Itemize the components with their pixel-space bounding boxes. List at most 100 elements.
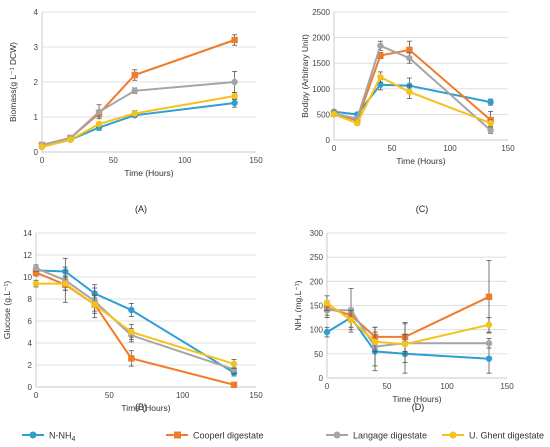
chart-panel-1: 0 500 1000 1500 2000 2500 0 50 100 150 Time (Hours…	[300, 8, 515, 214]
y-tick-label: 1500	[312, 59, 330, 68]
data-point	[406, 88, 413, 96]
y-tick-label: 14	[23, 229, 32, 238]
data-point	[128, 306, 135, 314]
data-point	[38, 143, 46, 150]
y-tick-label: 150	[310, 302, 324, 311]
x-tick-label: 50	[109, 156, 118, 165]
y-axis-label: Bodipy (Arbitrary Unit)	[300, 34, 310, 118]
x-tick-label: 150	[500, 382, 514, 391]
y-axis-label: NH₄ (mg.L⁻¹)	[293, 280, 303, 330]
data-point	[406, 54, 413, 62]
data-point	[406, 46, 413, 54]
legend-marker	[174, 431, 181, 439]
y-tick-label: 4	[28, 339, 33, 348]
x-tick-label: 150	[249, 156, 263, 165]
data-point	[32, 269, 40, 276]
panel-label: (D)	[412, 402, 425, 412]
series-cooperl-digestate	[323, 260, 493, 352]
series-line	[41, 39, 235, 146]
legend-label-subscript: 4	[72, 436, 76, 443]
data-point	[131, 71, 138, 79]
data-point	[485, 355, 493, 362]
data-point	[95, 108, 103, 115]
chart-panel-2: 0 2 4 6 8 10 12 14 0 50 100 150 Time (Hours) Glucose …	[2, 229, 263, 413]
y-tick-label: 0	[28, 383, 33, 392]
x-tick-label: 100	[443, 144, 457, 153]
legend-item: Langage digestate	[326, 431, 427, 441]
series-u-ghent-digestate	[330, 71, 494, 127]
data-point	[230, 381, 238, 388]
x-tick-label: 100	[178, 156, 192, 165]
x-axis-label: Time (Hours)	[124, 168, 173, 178]
x-tick-label: 50	[105, 391, 114, 400]
y-tick-label: 100	[310, 326, 324, 335]
chart-panel-3: 0 50 100 150 200 250 300 0 50 100 150 Time (Hours) N…	[293, 229, 514, 412]
data-point	[231, 92, 238, 100]
x-tick-label: 150	[501, 144, 515, 153]
y-tick-label: 3	[34, 43, 39, 52]
x-tick-label: 0	[325, 382, 330, 391]
legend-label: N-NH4	[49, 431, 76, 444]
data-point	[323, 328, 331, 336]
series-u-ghent-digestate	[32, 276, 238, 369]
panel-label: (A)	[135, 204, 147, 214]
legend-marker	[449, 431, 457, 439]
data-point	[377, 42, 384, 49]
x-tick-label: 0	[332, 144, 337, 153]
data-point	[487, 98, 494, 106]
legend-label: Cooperl digestate	[193, 431, 264, 441]
y-tick-label: 1	[34, 113, 39, 122]
data-point	[67, 136, 74, 143]
y-tick-label: 2	[28, 361, 33, 370]
data-point	[323, 299, 331, 307]
x-tick-label: 50	[383, 382, 392, 391]
x-tick-label: 50	[388, 144, 397, 153]
legend-label: U. Ghent digestate	[469, 431, 544, 441]
y-tick-label: 250	[310, 253, 324, 262]
legend-label: Langage digestate	[353, 431, 427, 441]
panel-label: (C)	[416, 204, 429, 214]
data-point	[401, 340, 409, 348]
y-tick-label: 500	[317, 110, 331, 119]
data-point	[91, 301, 98, 308]
data-point	[354, 119, 361, 127]
series-langage-digestate	[38, 71, 238, 149]
series-langage-digestate	[330, 40, 494, 134]
y-axis-label: Glucose (g.L⁻¹)	[2, 281, 12, 340]
y-tick-label: 300	[310, 229, 324, 238]
y-tick-label: 200	[310, 277, 324, 286]
data-point	[32, 265, 40, 272]
series-u-ghent-digestate	[323, 295, 493, 355]
data-point	[62, 280, 69, 287]
x-axis-label: Time (Hours)	[396, 156, 445, 166]
data-point	[371, 338, 379, 345]
y-axis-label: Biomass(g L⁻¹ DCW)	[8, 42, 18, 122]
data-point	[32, 280, 40, 287]
data-point	[485, 340, 493, 347]
data-point	[487, 119, 494, 127]
data-point	[230, 366, 238, 373]
data-point	[377, 73, 384, 81]
y-tick-label: 12	[23, 251, 32, 260]
data-point	[231, 78, 238, 86]
x-tick-label: 0	[40, 156, 45, 165]
data-point	[128, 328, 135, 336]
panel-label: (B)	[135, 402, 147, 412]
y-tick-label: 0	[319, 374, 324, 383]
data-point	[347, 316, 355, 324]
data-point	[485, 321, 493, 329]
y-tick-label: 1000	[312, 85, 330, 94]
legend-marker	[29, 431, 37, 439]
data-point	[230, 360, 238, 368]
y-tick-label: 8	[28, 295, 33, 304]
legend-item: U. Ghent digestate	[442, 431, 544, 441]
x-tick-label: 150	[249, 391, 263, 400]
x-axis-label: Time (Hours)	[121, 403, 170, 413]
x-tick-label: 0	[34, 391, 39, 400]
y-tick-label: 2000	[312, 34, 330, 43]
legend-item: Cooperl digestate	[166, 431, 264, 441]
data-point	[330, 111, 338, 118]
y-tick-label: 4	[34, 8, 39, 17]
series-cooperl-digestate	[32, 268, 238, 388]
